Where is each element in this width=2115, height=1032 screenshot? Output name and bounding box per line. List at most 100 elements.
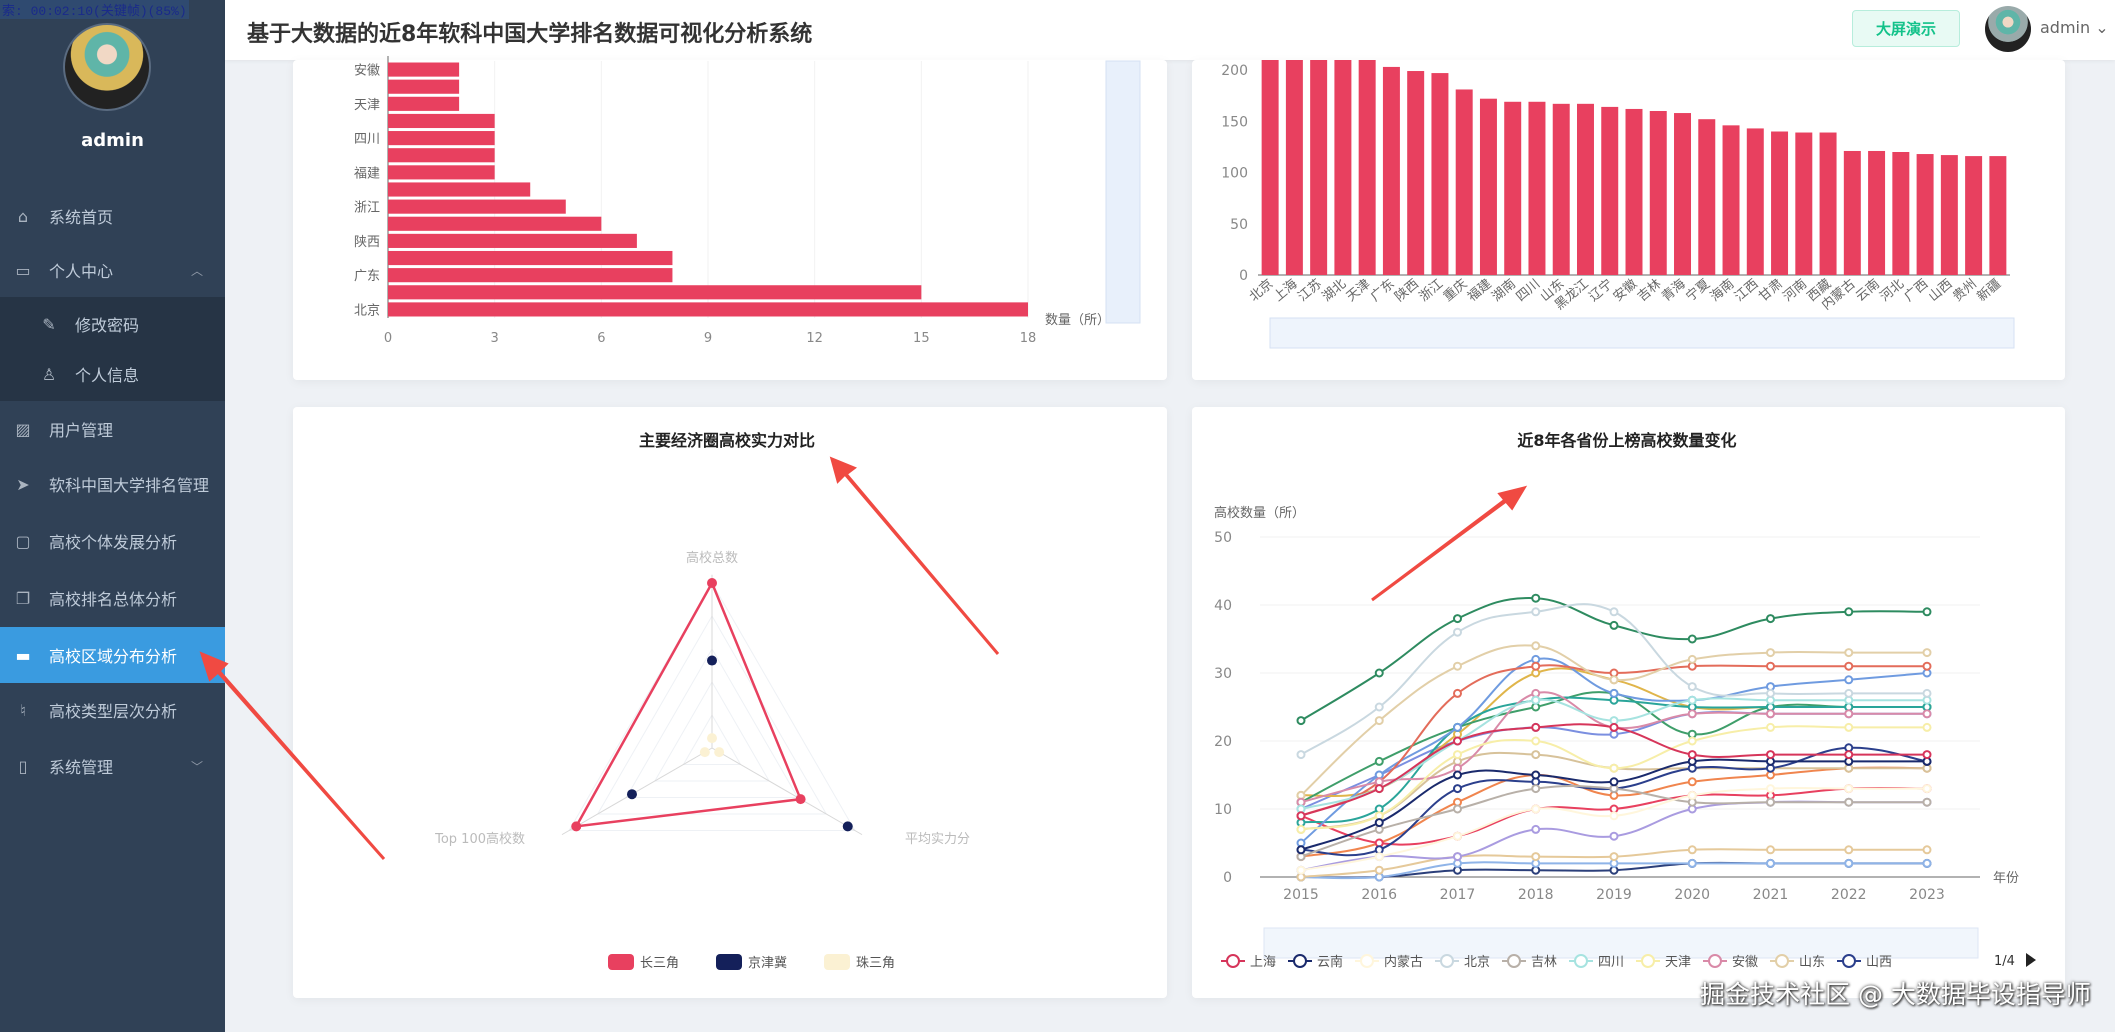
x-tick-label: 北京 — [1247, 277, 1277, 305]
radar-point — [707, 578, 717, 588]
bar — [1382, 66, 1400, 275]
page-title: 基于大数据的近8年软科中国大学排名数据可视化分析系统 — [247, 22, 813, 47]
series-point — [1844, 675, 1854, 685]
series-point — [1531, 770, 1541, 780]
radar-point — [571, 821, 582, 832]
bar — [1989, 156, 2007, 275]
series-point — [1453, 831, 1462, 841]
series-point — [1531, 736, 1541, 746]
x-tick-label: 上海 — [1271, 277, 1301, 305]
legend-label: 天津 — [1665, 955, 1691, 970]
radar-point — [795, 794, 806, 805]
series-point — [1531, 722, 1541, 732]
series-point — [1844, 607, 1854, 617]
x-tick-label: 青海 — [1659, 277, 1689, 305]
series-point — [1374, 716, 1384, 726]
x-tick-label: 吉林 — [1635, 277, 1665, 305]
bar — [1261, 60, 1279, 275]
bar — [1795, 132, 1813, 275]
legend-marker — [1641, 954, 1655, 968]
series-point — [1296, 750, 1306, 760]
chevron-down-icon: ﹀ — [190, 759, 203, 774]
sidebar-item-9[interactable]: ♮ 高校类型层次分析 — [0, 683, 225, 737]
bar — [388, 79, 460, 94]
series-point — [1296, 824, 1306, 834]
series-point — [1922, 709, 1932, 719]
series-point — [1609, 763, 1619, 773]
line-chart: 0 10 20 30 40 50 2015 2016 2017 2018 2019 2020 2021 2… — [1214, 530, 1980, 970]
series-point — [1687, 654, 1697, 664]
legend-item[interactable]: 山东 — [1770, 954, 1825, 970]
legend-item[interactable]: 四川 — [1569, 954, 1624, 970]
user-name: admin — [2040, 18, 2091, 37]
big-screen-button[interactable]: 大屏演示 — [1852, 10, 1960, 47]
sidebar-item-0[interactable]: ⌂ 系统首页 — [0, 189, 225, 243]
y-tick-label: 100 — [1221, 166, 1248, 182]
legend-item[interactable]: 北京 — [1435, 954, 1490, 970]
line-x-axis-name: 年份 — [1993, 871, 2019, 886]
series-point — [1687, 750, 1697, 760]
bar — [388, 285, 922, 300]
legend-item[interactable]: 内蒙古 — [1355, 954, 1423, 970]
x-tick-label: 天津 — [1344, 277, 1374, 305]
sidebar-item-4[interactable]: ▨ 用户管理 — [0, 402, 225, 456]
legend-item[interactable]: 云南 — [1288, 954, 1343, 970]
datazoom-slider[interactable] — [1105, 60, 1141, 324]
sidebar-item-6[interactable]: ▢ 高校个体发展分析 — [0, 514, 225, 568]
x-tick-label: 江苏 — [1295, 276, 1325, 305]
legend-item[interactable]: 吉林 — [1502, 954, 1557, 970]
series-line — [1300, 644, 1927, 797]
series-line — [1300, 697, 1927, 810]
series-point — [1687, 790, 1697, 800]
radar-grid — [625, 647, 799, 798]
legend-marker — [1507, 954, 1521, 968]
x-tick-label: 2016 — [1361, 887, 1397, 903]
legend-label: 珠三角 — [856, 956, 895, 971]
bar — [1358, 60, 1376, 275]
legend-label: 吉林 — [1531, 955, 1557, 970]
legend-item[interactable]: 天津 — [1636, 954, 1691, 970]
series-point — [1531, 784, 1541, 794]
watermark: 掘金技术社区 @ 大数据毕设指导师 — [1700, 980, 2091, 1009]
sidebar-item-10[interactable]: ▯ 系统管理 ﹀ — [0, 739, 225, 793]
bar — [1431, 73, 1449, 275]
annotation-arrows — [199, 456, 1528, 860]
send-icon: ➤ — [16, 474, 30, 494]
user-menu[interactable]: admin ⌄ — [2040, 18, 2109, 37]
x-tick-label: 湖南 — [1489, 276, 1519, 305]
series-point — [1531, 695, 1541, 705]
x-tick-label: 宁夏 — [1683, 276, 1713, 305]
bar — [1407, 71, 1425, 276]
datazoom-slider[interactable] — [1263, 927, 1979, 959]
sidebar-item-2[interactable]: ✎ 修改密码 — [0, 297, 225, 351]
x-tick-label: 广西 — [1902, 277, 1932, 305]
sidebar-item-3[interactable]: ♙ 个人信息 — [0, 347, 225, 401]
card-radar — [293, 407, 1167, 998]
y-tick-label: 30 — [1214, 666, 1232, 682]
legend-label: 内蒙古 — [1384, 954, 1423, 970]
bar — [1940, 155, 1958, 275]
legend-next-icon[interactable] — [2026, 953, 2036, 967]
series-point — [1766, 784, 1775, 794]
sidebar-item-8[interactable]: ▬ 高校区域分布分析 — [0, 627, 225, 683]
bar — [1285, 60, 1303, 275]
chart-icon: ▨ — [15, 419, 31, 439]
series-point — [1296, 716, 1306, 726]
avatar[interactable] — [63, 23, 151, 111]
sidebar-item-5[interactable]: ➤ 软科中国大学排名管理 — [0, 457, 225, 511]
bar — [1625, 108, 1643, 275]
legend-item[interactable]: 上海 — [1221, 954, 1276, 970]
series-point — [1766, 661, 1775, 671]
series-point — [1766, 845, 1775, 855]
datazoom-slider[interactable] — [1269, 317, 2015, 349]
sidebar-item-7[interactable]: ❐ 高校排名总体分析 — [0, 571, 225, 625]
legend-item[interactable]: 山西 — [1837, 954, 1892, 970]
sidebar-item-1[interactable]: ▭ 个人中心 ︿ — [0, 243, 225, 297]
legend-label: 云南 — [1317, 954, 1343, 970]
legend-item[interactable]: 安徽 — [1703, 954, 1758, 970]
legend-marker — [1360, 954, 1374, 968]
radar-point — [714, 747, 725, 758]
user-avatar[interactable] — [1985, 6, 2031, 52]
series-point — [1844, 858, 1854, 868]
